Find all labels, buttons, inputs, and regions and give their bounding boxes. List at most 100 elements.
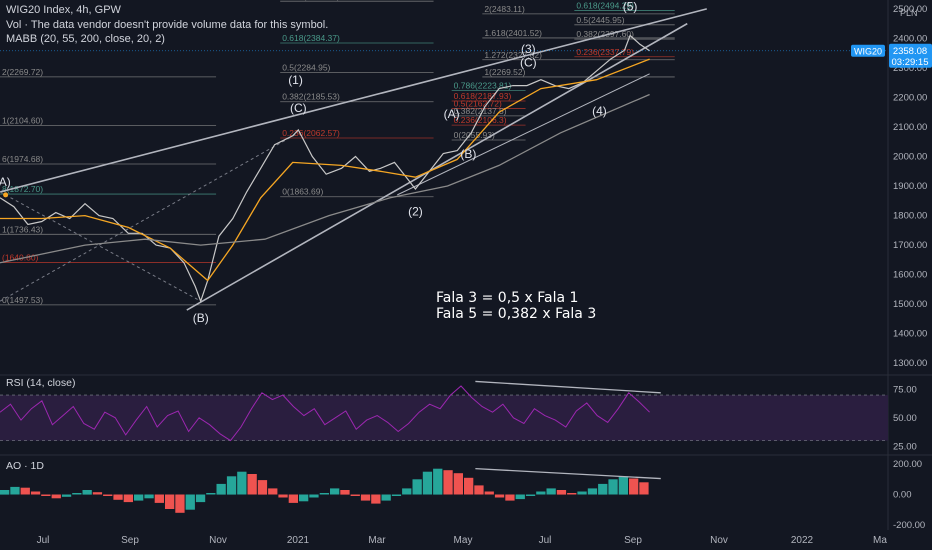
ao-bar <box>340 490 350 495</box>
time-tick-label: Nov <box>710 535 728 546</box>
ao-bar <box>154 494 164 503</box>
price-tick-label: 2300.00 <box>893 63 927 74</box>
ao-bar <box>536 491 546 495</box>
fib-level-label: 0.382(2397.60) <box>576 29 634 39</box>
ao-tick-label: 0.00 <box>893 490 912 501</box>
price-tick-label: 1700.00 <box>893 240 927 251</box>
ao-bar <box>257 480 268 495</box>
ao-bar <box>82 490 92 495</box>
fib-level-label: 2(2269.72) <box>2 67 43 77</box>
price-tick-label: 1900.00 <box>893 181 927 192</box>
ao-bar <box>51 494 61 499</box>
fib-level-label: 0.236(2106.3) <box>454 115 507 125</box>
time-tick-label: Sep <box>624 535 642 546</box>
rsi-label[interactable]: RSI (14, close) <box>6 377 76 389</box>
fib-level-label: 0.5(2162.72) <box>454 98 502 108</box>
ao-bar <box>567 493 577 495</box>
wave-label: (3) <box>521 42 536 56</box>
price-badge-value: 2358.08 <box>893 46 927 57</box>
time-tick-label: Jul <box>539 535 552 546</box>
wave-label: (A) <box>0 175 11 189</box>
rsi-pane <box>0 380 888 442</box>
ao-bar <box>587 488 598 495</box>
ao-bar <box>618 476 628 495</box>
ao-bar <box>639 482 649 495</box>
fib-level-label: 1.272(2327.62) <box>484 50 542 60</box>
ao-bar <box>123 494 133 503</box>
rsi-divergence-line <box>475 380 661 394</box>
ao-tick-label: 200.00 <box>893 459 922 470</box>
ao-bar <box>443 470 453 495</box>
series-ma_fast <box>0 58 650 282</box>
ao-bar <box>525 494 536 496</box>
series-ma_slow <box>0 93 650 264</box>
price-tick-label: 2200.00 <box>893 92 927 103</box>
ao-bar <box>92 492 103 495</box>
fib-level-label: 1(2104.60) <box>2 116 43 126</box>
price-tick-label: 1800.00 <box>893 211 927 222</box>
wave-label: (4) <box>592 104 607 118</box>
price-tick-label: 1300.00 <box>893 358 927 369</box>
price-tick-label: 1600.00 <box>893 270 927 281</box>
ao-bar <box>350 494 360 496</box>
rsi-tick-label: 50.00 <box>893 413 917 424</box>
ao-bar <box>546 488 556 495</box>
ao-bar <box>206 493 216 495</box>
fib-level-label: 0.382(2185.53) <box>282 92 340 102</box>
ao-bar <box>515 494 525 500</box>
ao-bar <box>484 491 494 495</box>
fib-level-label: 1(2269.52) <box>484 67 525 77</box>
ao-tick-label: -200.00 <box>893 520 925 531</box>
wave-label: (B) <box>460 147 476 161</box>
time-axis: Jul Sep Nov 2021 Mar May Jul Sep Nov 2022 Ma <box>37 535 888 546</box>
fib-level-label: 0.786(2525.91) <box>282 0 340 1</box>
wave-labels: (A)(B)(1)(C)(2)(A)(B)(3)(C)(4)(5) <box>0 0 637 325</box>
ao-bar <box>556 490 567 495</box>
time-tick-label: Jul <box>37 535 50 546</box>
wave-label: (A) <box>444 107 460 121</box>
ao-label[interactable]: AO · 1D <box>6 460 44 472</box>
ao-bar <box>309 494 319 498</box>
fib-level-label: (1640.80) <box>2 253 39 263</box>
currency-label: PLN <box>900 8 918 18</box>
ao-bar <box>453 473 463 495</box>
ao-bar <box>391 494 402 496</box>
fibonacci-levels: 0.786(2525.91) 0.618(2384.37) 0.5(2284.95)… <box>0 0 675 306</box>
price-tick-label: 2000.00 <box>893 151 927 162</box>
ao-bar <box>10 486 20 495</box>
wave-label: (C) <box>290 101 307 115</box>
ao-bar <box>433 468 443 495</box>
time-tick-label: Mar <box>368 535 386 546</box>
wave-label: (2) <box>408 205 423 219</box>
fib-level-label: 8(1872.70) <box>2 184 43 194</box>
rsi-tick-label: 75.00 <box>893 384 917 395</box>
volume-note: Vol · The data vendor doesn't provide vo… <box>6 19 329 31</box>
ao-bar <box>464 477 474 495</box>
ao-bar <box>319 493 329 495</box>
ao-bar <box>195 494 206 503</box>
symbol-badge <box>851 44 885 57</box>
time-tick-label: 2022 <box>791 535 814 546</box>
price-tick-label: 1500.00 <box>893 299 927 310</box>
trendline <box>186 22 688 311</box>
price-badge-box <box>889 43 932 68</box>
fib-level-label: 0.786(2223.81) <box>454 80 512 90</box>
fib-level-label: 0.382(2137.5) <box>454 106 507 116</box>
trendline <box>0 191 201 302</box>
mabb-indicator-label[interactable]: MABB (20, 55, 200, close, 20, 2) <box>6 33 165 45</box>
price-badge-countdown: 03:29:15 <box>892 57 929 68</box>
ao-bar <box>144 494 154 499</box>
price-tick-label: 1400.00 <box>893 329 927 340</box>
time-tick-label: May <box>454 535 473 546</box>
wave-label: (1) <box>288 73 303 87</box>
fib-level-label: 0(1497.53) <box>2 295 43 305</box>
ao-divergence-line <box>475 468 661 480</box>
time-tick-label: Ma <box>873 535 887 546</box>
ao-bar <box>299 494 309 502</box>
chart-title: WIG20 Index, 4h, GPW <box>6 4 121 16</box>
ao-bar <box>20 487 30 495</box>
ao-bar <box>288 494 298 503</box>
